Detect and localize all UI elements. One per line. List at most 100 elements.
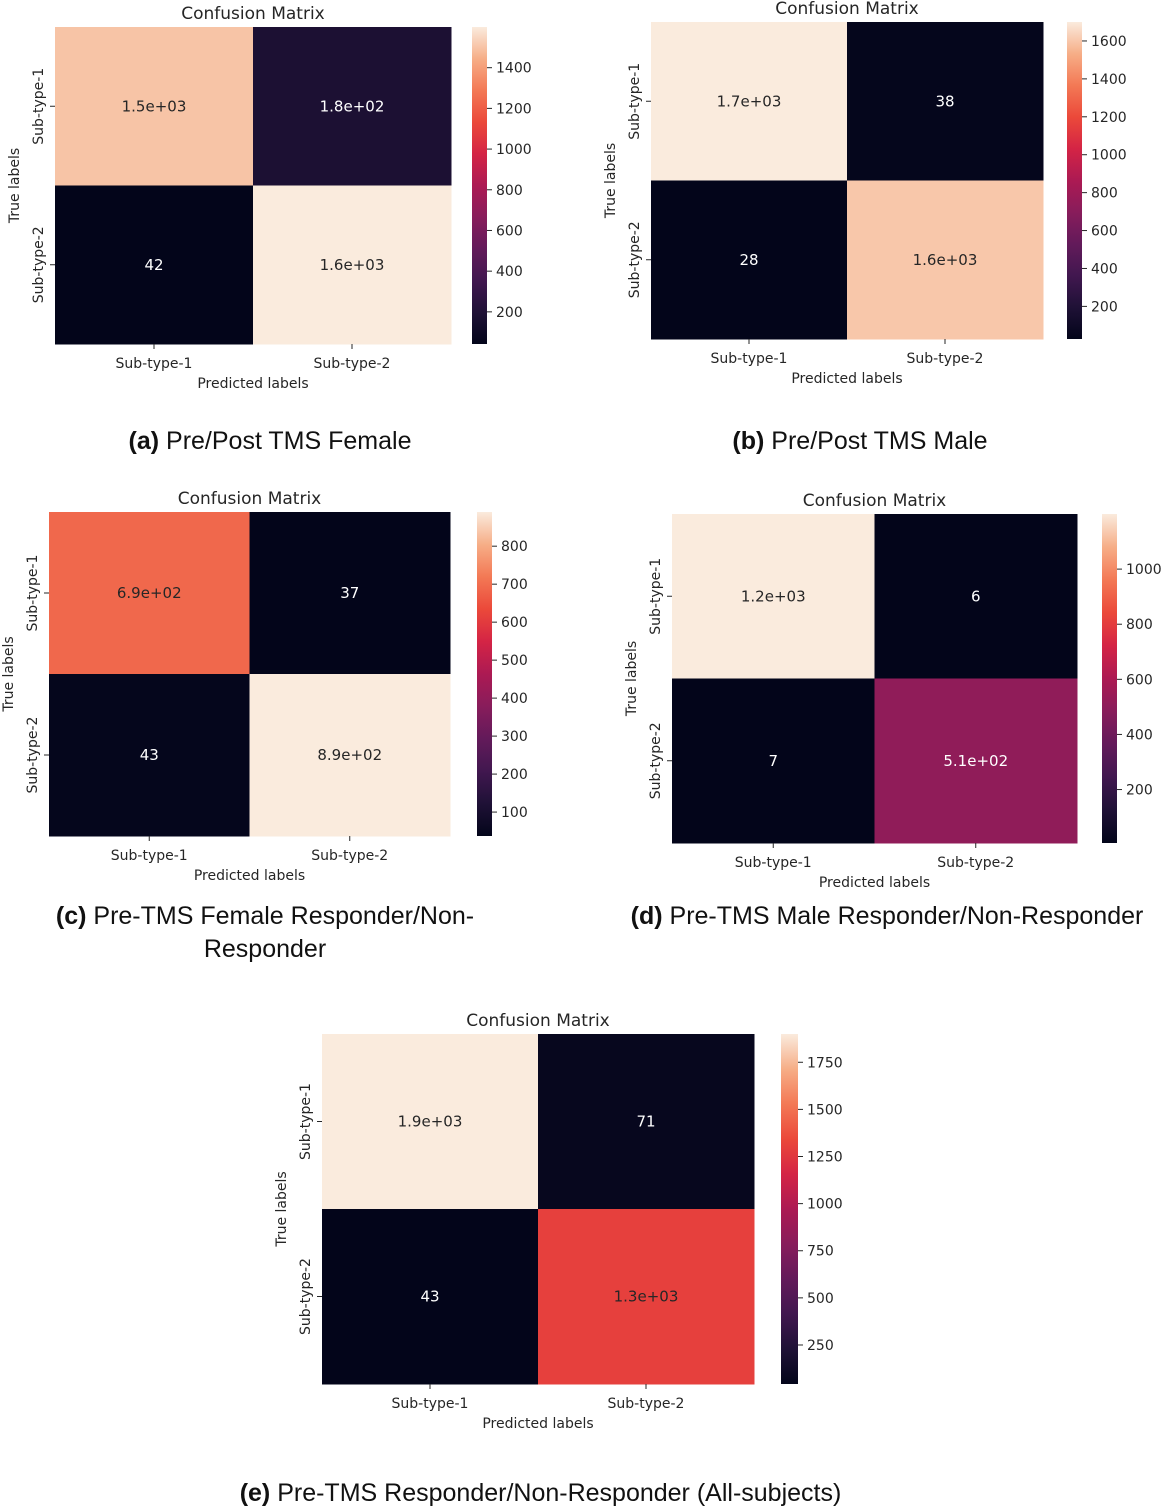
cell-label: 43 bbox=[140, 746, 159, 764]
colorbar-tick-label: 1200 bbox=[1091, 110, 1127, 126]
y-tick-label: Sub-type-2 bbox=[25, 717, 41, 794]
heatmap-cell bbox=[49, 512, 250, 675]
colorbar-tick-label: 600 bbox=[1091, 224, 1118, 240]
y-tick-label: Sub-type-1 bbox=[627, 63, 643, 140]
caption-letter: (e) bbox=[239, 1479, 271, 1507]
colorbar-tick-label: 250 bbox=[807, 1338, 834, 1354]
x-tick-label: Sub-type-1 bbox=[735, 855, 812, 871]
caption-letter: (d) bbox=[630, 902, 663, 930]
x-axis-label: Predicted labels bbox=[791, 371, 902, 387]
y-tick-label: Sub-type-1 bbox=[298, 1083, 314, 1160]
chart-title: Confusion Matrix bbox=[803, 491, 947, 511]
colorbar-tick-label: 800 bbox=[1126, 617, 1153, 633]
colorbar-tick-label: 400 bbox=[1091, 261, 1118, 277]
colorbar-tick-label: 1000 bbox=[807, 1197, 843, 1213]
caption-c: (c) Pre-TMS Female Responder/Non-Respond… bbox=[40, 900, 490, 966]
heatmap-cell bbox=[874, 678, 1078, 844]
y-axis-label: True labels bbox=[1, 636, 17, 712]
x-tick-label: Sub-type-1 bbox=[116, 356, 193, 372]
heatmap-cell bbox=[538, 1209, 755, 1385]
colorbar-tick-label: 800 bbox=[501, 539, 528, 555]
colorbar-tick-label: 100 bbox=[501, 805, 528, 821]
cell-label: 1.9e+03 bbox=[398, 1113, 463, 1131]
heatmap-cell bbox=[651, 22, 848, 181]
chart-title: Confusion Matrix bbox=[775, 0, 919, 19]
caption-letter: (c) bbox=[55, 902, 87, 930]
heatmap-panel: Confusion Matrix 1.5e+03 1.8e+02 42 1.6e+03 S… bbox=[7, 4, 532, 392]
caption-text: Pre/Post TMS Female bbox=[166, 427, 412, 455]
caption-e: (e) Pre-TMS Responder/Non-Responder (All… bbox=[183, 1477, 898, 1510]
heatmap-cell bbox=[538, 1034, 755, 1210]
colorbar-tick-label: 200 bbox=[501, 767, 528, 783]
colorbar-tick-label: 1250 bbox=[807, 1150, 843, 1166]
x-axis-label: Predicted labels bbox=[194, 868, 305, 884]
caption-a: (a) Pre/Post TMS Female bbox=[60, 425, 480, 458]
heatmap-cell bbox=[847, 180, 1044, 340]
heatmap-cell bbox=[253, 27, 452, 186]
colorbar bbox=[472, 27, 487, 344]
colorbar-tick-label: 800 bbox=[496, 183, 523, 199]
x-tick-label: Sub-type-1 bbox=[392, 1396, 469, 1412]
cell-label: 38 bbox=[935, 92, 954, 110]
cell-label: 28 bbox=[739, 251, 758, 269]
colorbar-tick-label: 1750 bbox=[807, 1055, 843, 1071]
colorbar-tick-label: 600 bbox=[501, 615, 528, 631]
colorbar-tick-label: 1000 bbox=[1126, 562, 1162, 578]
heatmap-cell bbox=[847, 22, 1044, 181]
x-tick-label: Sub-type-2 bbox=[311, 848, 388, 864]
heatmap-cell bbox=[55, 27, 254, 186]
colorbar bbox=[477, 512, 492, 836]
y-tick-label: Sub-type-2 bbox=[298, 1258, 314, 1335]
colorbar-tick-label: 200 bbox=[1126, 783, 1153, 799]
y-tick-label: Sub-type-2 bbox=[31, 226, 47, 303]
chart-title: Confusion Matrix bbox=[181, 4, 325, 24]
colorbar-tick-label: 1400 bbox=[1091, 72, 1127, 88]
colorbar-tick-label: 300 bbox=[501, 729, 528, 745]
caption-letter: (a) bbox=[128, 427, 160, 455]
cell-label: 37 bbox=[340, 584, 359, 602]
heatmap-cell bbox=[874, 514, 1078, 679]
cell-label: 1.7e+03 bbox=[717, 92, 782, 110]
colorbar-tick-label: 200 bbox=[496, 305, 523, 321]
x-tick-label: Sub-type-1 bbox=[111, 848, 188, 864]
heatmap-cell bbox=[322, 1209, 539, 1385]
colorbar-tick-label: 200 bbox=[1091, 299, 1118, 315]
cell-label: 1.2e+03 bbox=[741, 587, 806, 605]
y-axis-label: True labels bbox=[624, 641, 640, 717]
colorbar-tick-label: 700 bbox=[501, 577, 528, 593]
x-tick-label: Sub-type-2 bbox=[314, 356, 391, 372]
heatmap-cell bbox=[55, 185, 254, 345]
colorbar-tick-label: 400 bbox=[496, 264, 523, 280]
chart-title: Confusion Matrix bbox=[178, 489, 322, 509]
cell-label: 1.5e+03 bbox=[122, 97, 187, 115]
caption-b: (b) Pre/Post TMS Male bbox=[660, 425, 1060, 458]
colorbar-tick-label: 800 bbox=[1091, 186, 1118, 202]
heatmap-cell bbox=[253, 185, 452, 345]
caption-text: Pre-TMS Male Responder/Non-Responder bbox=[669, 902, 1144, 930]
cell-label: 6 bbox=[971, 587, 981, 605]
y-axis-label: True labels bbox=[603, 143, 619, 219]
x-tick-label: Sub-type-2 bbox=[907, 351, 984, 367]
caption-text: Pre/Post TMS Male bbox=[771, 427, 988, 455]
cell-label: 8.9e+02 bbox=[317, 746, 382, 764]
x-axis-label: Predicted labels bbox=[819, 875, 930, 891]
heatmap-panel: Confusion Matrix 1.9e+03 71 43 1.3e+03 Sub-ty… bbox=[274, 1011, 843, 1432]
colorbar-tick-label: 1200 bbox=[496, 101, 532, 117]
x-tick-label: Sub-type-2 bbox=[608, 1396, 685, 1412]
colorbar-tick-label: 500 bbox=[501, 653, 528, 669]
heatmap-cell bbox=[249, 674, 451, 837]
cell-label: 43 bbox=[420, 1288, 439, 1306]
cell-label: 5.1e+02 bbox=[943, 752, 1008, 770]
colorbar-tick-label: 1000 bbox=[1091, 148, 1127, 164]
colorbar-tick-label: 1400 bbox=[496, 61, 532, 77]
chart-title: Confusion Matrix bbox=[466, 1011, 610, 1031]
heatmap-panel: Confusion Matrix 6.9e+02 37 43 8.9e+02 Sub-ty… bbox=[1, 489, 528, 884]
x-tick-label: Sub-type-1 bbox=[711, 351, 788, 367]
colorbar bbox=[781, 1034, 798, 1384]
y-tick-label: Sub-type-2 bbox=[627, 221, 643, 298]
y-tick-label: Sub-type-1 bbox=[648, 558, 664, 635]
cell-label: 1.6e+03 bbox=[913, 251, 978, 269]
colorbar bbox=[1102, 514, 1117, 843]
cell-label: 71 bbox=[636, 1113, 655, 1131]
heatmap-panel: Confusion Matrix 1.2e+03 6 7 5.1e+02 Sub-type… bbox=[624, 491, 1162, 891]
